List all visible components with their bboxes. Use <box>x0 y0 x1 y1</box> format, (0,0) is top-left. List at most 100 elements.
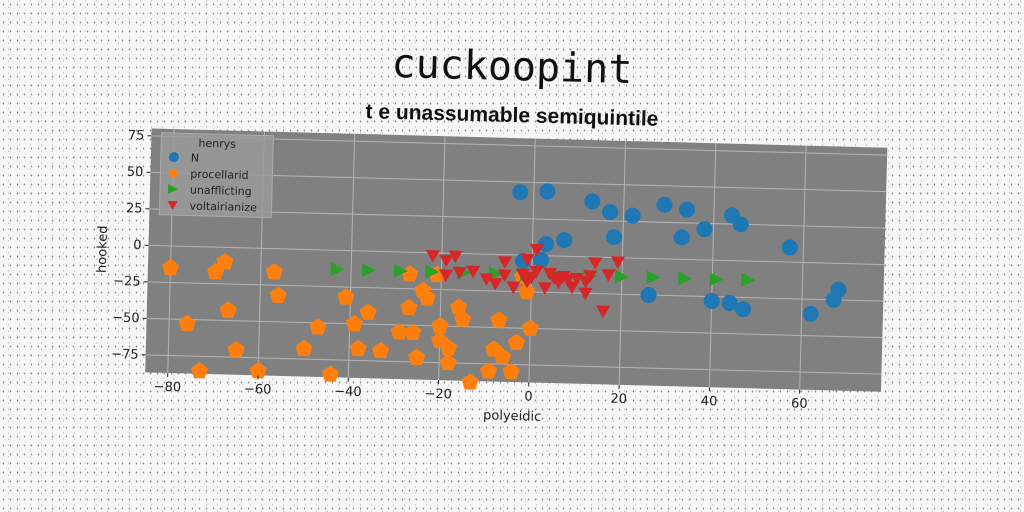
data-point <box>309 318 327 335</box>
data-point <box>512 184 529 201</box>
legend-label: N <box>191 152 200 165</box>
data-point <box>439 353 457 371</box>
data-point <box>602 204 619 221</box>
data-point <box>520 253 535 267</box>
x-axis-label: polyeidic <box>483 408 542 425</box>
data-point <box>506 281 521 295</box>
data-point <box>497 269 512 283</box>
data-marks <box>162 183 847 390</box>
legend-marker <box>167 183 178 194</box>
data-point <box>265 263 283 280</box>
data-point <box>703 293 720 310</box>
legend-marker <box>168 168 179 178</box>
data-point <box>321 365 339 382</box>
data-point <box>507 333 525 351</box>
y-gridline <box>151 135 888 156</box>
x-tick-label: 40 <box>701 394 718 409</box>
data-point <box>425 249 440 263</box>
data-point <box>461 373 479 390</box>
data-point <box>452 266 467 280</box>
data-point <box>741 272 756 287</box>
tick-labels: −80 −60 −40 −20 0 20 40 60 75 50 25 0 −25 −50 −75 <box>111 128 808 412</box>
data-point <box>696 221 713 238</box>
data-point <box>439 269 454 283</box>
y-gridline <box>149 208 886 229</box>
legend-box <box>158 132 274 219</box>
data-point <box>538 236 555 253</box>
data-point <box>781 239 798 256</box>
data-point <box>425 264 440 279</box>
x-tick-label: 0 <box>524 389 533 404</box>
data-point <box>490 311 508 328</box>
data-point <box>219 301 237 318</box>
data-point <box>521 319 539 336</box>
data-point <box>530 243 545 257</box>
data-point <box>454 310 472 327</box>
data-point <box>614 269 629 284</box>
data-point <box>488 277 503 291</box>
x-gridline <box>528 138 536 383</box>
x-tick-label: 20 <box>610 392 627 407</box>
data-point <box>400 298 418 316</box>
data-point <box>479 273 494 287</box>
legend-label: voltairianize <box>189 200 257 215</box>
data-point <box>515 268 530 282</box>
data-point <box>295 339 313 357</box>
data-point <box>390 323 408 340</box>
legend-label: procellarid <box>190 168 249 183</box>
x-gridline <box>347 133 356 378</box>
data-point <box>269 286 287 303</box>
data-point <box>539 183 556 200</box>
data-point <box>533 252 550 269</box>
x-tick-label: −40 <box>334 384 362 400</box>
x-tick-label: −60 <box>244 382 272 398</box>
data-point <box>498 256 513 270</box>
data-point <box>735 301 752 318</box>
data-point <box>418 288 436 306</box>
data-point <box>583 270 598 283</box>
data-point <box>556 232 573 249</box>
data-point <box>227 341 245 358</box>
data-point <box>216 252 234 270</box>
x-gridline <box>799 145 807 390</box>
data-point <box>596 305 611 319</box>
data-point <box>337 288 355 305</box>
legend-marker <box>168 152 179 163</box>
data-point <box>565 281 580 295</box>
data-point <box>345 314 363 332</box>
y-tick-label: 50 <box>127 165 144 180</box>
data-point <box>605 229 622 246</box>
data-point <box>624 207 641 224</box>
data-point <box>349 339 367 357</box>
data-point <box>431 317 449 334</box>
data-point <box>569 272 584 286</box>
y-gridline <box>146 317 883 339</box>
legend: henrysNprocellaridunafflictingvoltairian… <box>158 132 274 219</box>
data-point <box>372 341 390 359</box>
data-point <box>393 263 408 278</box>
x-gridline <box>708 143 717 388</box>
data-point <box>610 256 625 270</box>
x-tick-label: 60 <box>791 396 808 411</box>
y-gridline <box>150 171 887 193</box>
plot-group: −80 −60 −40 −20 0 20 40 60 75 50 25 0 −25 −50 −75 poly… <box>95 128 888 425</box>
data-point <box>178 314 196 332</box>
data-point <box>493 347 512 365</box>
data-point <box>538 282 553 295</box>
data-point <box>721 294 738 311</box>
data-point <box>448 250 463 264</box>
y-gridline <box>148 244 885 266</box>
y-tick-label: −75 <box>111 347 139 363</box>
data-point <box>656 196 673 213</box>
data-point <box>408 348 426 366</box>
data-point <box>439 254 454 268</box>
data-point <box>677 271 693 286</box>
data-point <box>601 269 616 282</box>
x-tick-label: −80 <box>153 380 181 396</box>
data-point <box>802 305 819 322</box>
data-point <box>359 303 377 320</box>
x-tick-label: −20 <box>424 387 452 403</box>
x-gridline <box>618 140 627 385</box>
data-point <box>825 291 842 308</box>
